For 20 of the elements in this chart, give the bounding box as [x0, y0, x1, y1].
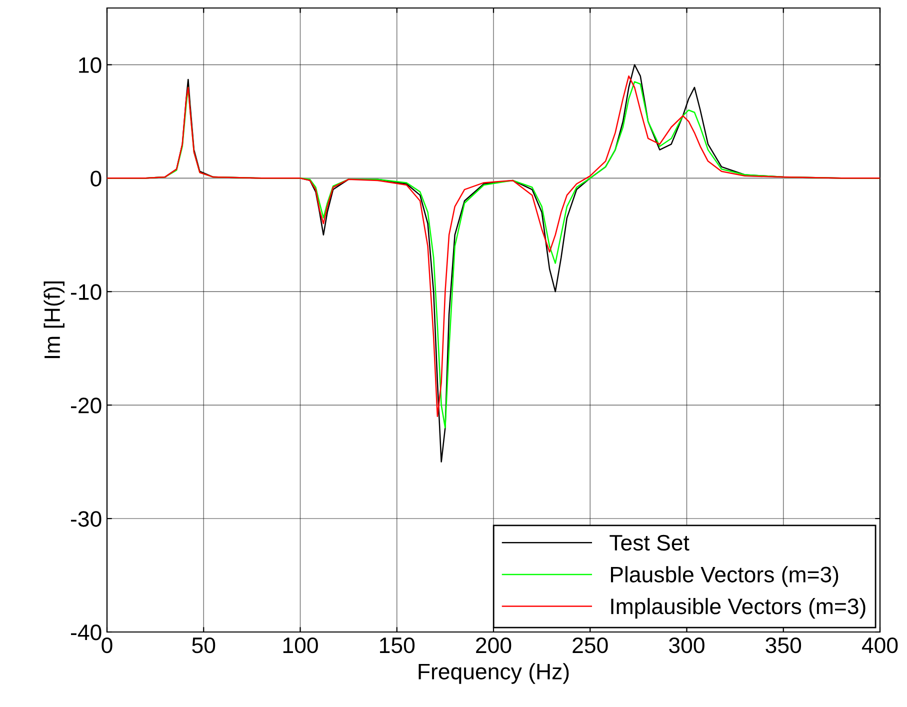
y-tick-label: 10: [79, 57, 102, 73]
y-tick-label: -30: [71, 511, 102, 527]
x-tick-label: 300: [669, 637, 704, 654]
legend-label: Implausible Vectors (m=3): [611, 598, 866, 619]
x-tick-label: 0: [102, 637, 112, 654]
legend-label: Test Set: [610, 534, 690, 551]
x-tick-label: 350: [766, 637, 802, 654]
x-tick-label: 250: [572, 637, 608, 654]
y-tick-label: 0: [90, 170, 102, 186]
x-tick-label: 50: [192, 637, 216, 654]
x-axis-title: Frequency (Hz): [418, 663, 569, 684]
y-tick-label: -40: [71, 624, 102, 640]
x-tick-label: 100: [283, 637, 318, 654]
x-tick-label: 200: [476, 637, 512, 654]
y-tick-label: -10: [71, 284, 102, 300]
y-axis-title: Im [H(f)]: [44, 281, 64, 358]
x-tick-label: 150: [380, 637, 415, 654]
y-tick-label: -20: [71, 398, 102, 414]
x-tick-label: 400: [862, 637, 898, 654]
legend-label: Plausble Vectors (m=3): [610, 566, 838, 587]
